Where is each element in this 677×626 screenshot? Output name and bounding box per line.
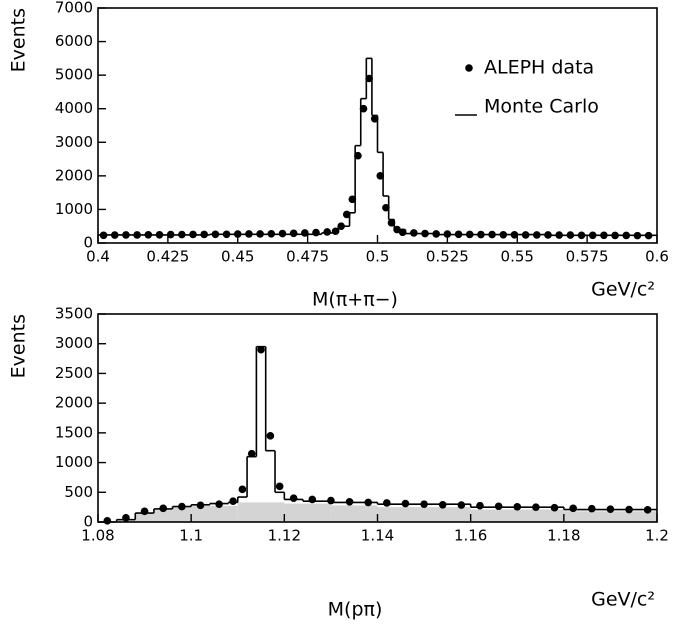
data-point <box>140 507 149 516</box>
x-tick-label: 0.5 <box>366 248 390 266</box>
x-tick-label: 0.475 <box>286 248 329 266</box>
data-point <box>289 229 298 238</box>
y-tick-label: 2500 <box>55 364 93 382</box>
x-tick-label: 0.4 <box>86 248 110 266</box>
y-axis-title: Events <box>8 8 30 72</box>
y-tick-label: 3000 <box>55 334 93 352</box>
y-tick-label: 500 <box>64 483 93 501</box>
histogram-bin <box>563 511 657 522</box>
x-tick-label: 0.425 <box>146 248 189 266</box>
x-tick-label: 1.12 <box>268 527 301 545</box>
histogram-bin <box>135 513 154 522</box>
data-point <box>569 504 577 513</box>
panel <box>98 57 657 240</box>
x-tick-label: 0.45 <box>221 248 254 266</box>
x-axis-title: M(π+π−) <box>312 289 398 311</box>
y-tick-label: 2000 <box>55 166 93 184</box>
histogram-bin <box>172 507 192 522</box>
x-tick-label: 0.525 <box>426 248 469 266</box>
data-point <box>382 203 390 212</box>
x-tick-label: 1.08 <box>81 527 114 545</box>
data-point <box>587 504 596 513</box>
data-point <box>122 514 130 522</box>
y-tick-label: 0 <box>83 513 93 531</box>
x-tick-label: 1.14 <box>361 527 394 545</box>
y-tick-label: 2000 <box>55 394 93 412</box>
data-point <box>289 494 298 503</box>
data-point <box>342 210 351 219</box>
data-point <box>247 449 256 458</box>
x-tick-label: 1.16 <box>454 527 487 545</box>
histogram-bin <box>191 505 238 522</box>
data-point <box>348 195 357 204</box>
data-point <box>387 219 396 227</box>
data-point <box>383 499 391 507</box>
y-tick-label: 6000 <box>55 32 93 50</box>
histogram-bin <box>237 502 285 522</box>
data-point <box>103 517 112 525</box>
data-point <box>370 114 379 123</box>
y-tick-label: 1000 <box>55 453 93 471</box>
data-point <box>354 151 362 160</box>
data-point <box>229 497 237 506</box>
x-axis-title: M(pπ) <box>328 599 383 621</box>
data-point <box>323 228 331 236</box>
y-tick-label: 3000 <box>55 133 93 151</box>
x-tick-label: 1.18 <box>547 527 580 545</box>
y-tick-label: 1500 <box>55 423 93 441</box>
y-tick-label: 5000 <box>55 66 93 84</box>
data-point <box>257 345 265 354</box>
x-tick-label: 0.575 <box>566 248 609 266</box>
data-point <box>494 502 503 511</box>
histogram-bin <box>470 509 564 522</box>
data-point <box>275 482 284 491</box>
data-point <box>376 172 385 180</box>
legend-marker <box>465 64 473 72</box>
y-axis-title: Events <box>8 314 30 378</box>
x-axis-unit: GeV/c² <box>591 589 655 611</box>
x-tick-label: 0.6 <box>645 248 669 266</box>
y-tick-label: 4000 <box>55 99 93 117</box>
panel <box>98 345 657 525</box>
data-point <box>359 104 368 113</box>
data-point <box>266 432 275 440</box>
legend-label: Monte Carlo <box>484 96 599 118</box>
x-axis-unit: GeV/c² <box>591 279 655 301</box>
histogram-bin <box>377 507 471 522</box>
data-point <box>457 501 466 509</box>
data-point <box>476 501 484 510</box>
y-tick-label: 3500 <box>55 305 93 323</box>
histogram-bin <box>330 505 378 522</box>
y-tick-label: 7000 <box>55 0 93 17</box>
x-tick-label: 0.55 <box>501 248 534 266</box>
y-tick-label: 0 <box>83 234 93 252</box>
data-point <box>312 228 320 237</box>
x-tick-label: 1.1 <box>179 527 203 545</box>
data-point <box>365 74 373 83</box>
histogram-bin <box>153 510 173 522</box>
plot-frame <box>97 313 658 523</box>
legend-label: ALEPH data <box>484 57 594 79</box>
data-point <box>238 485 247 494</box>
y-tick-label: 1000 <box>55 200 93 218</box>
data-point <box>308 495 317 504</box>
histogram-bin <box>284 503 331 522</box>
x-tick-label: 1.2 <box>645 527 669 545</box>
